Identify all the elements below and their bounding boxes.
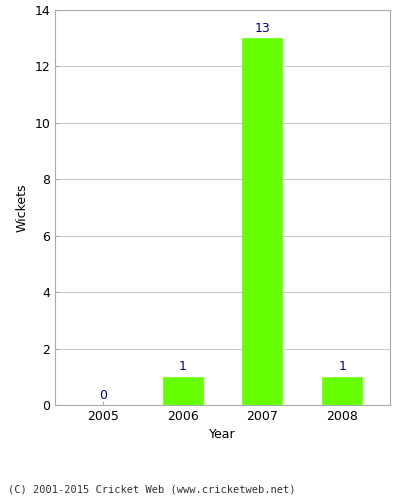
Text: 0: 0: [99, 388, 107, 402]
Text: 1: 1: [338, 360, 346, 374]
Text: 13: 13: [254, 22, 270, 35]
Y-axis label: Wickets: Wickets: [16, 183, 29, 232]
Bar: [242, 38, 282, 405]
Bar: [322, 377, 362, 405]
X-axis label: Year: Year: [209, 428, 236, 442]
Text: 1: 1: [179, 360, 186, 374]
Bar: [163, 377, 202, 405]
Text: (C) 2001-2015 Cricket Web (www.cricketweb.net): (C) 2001-2015 Cricket Web (www.cricketwe…: [8, 485, 296, 495]
